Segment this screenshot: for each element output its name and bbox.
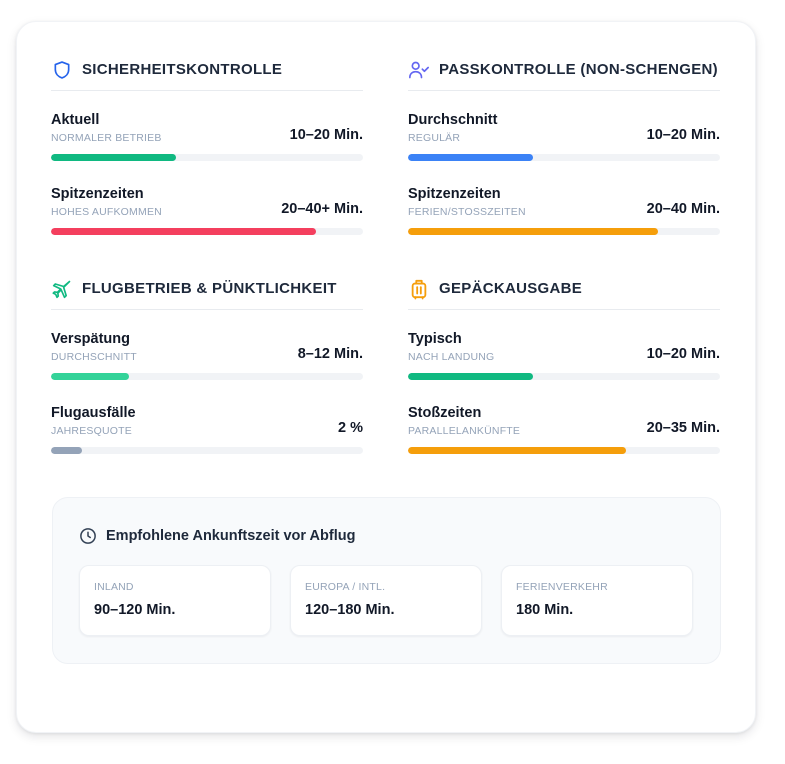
progress-track [408,373,720,380]
arrival-option-domestic: INLAND 90–120 Min. [79,565,271,636]
metric-value: 10–20 Min. [289,127,363,143]
arrival-option-value: 120–180 Min. [305,602,395,618]
section-title: SICHERHEITSKONTROLLE [82,61,283,78]
section-security: SICHERHEITSKONTROLLE Aktuell NORMALER BE… [51,51,363,236]
metric-value: 20–40+ Min. [281,201,363,217]
metric-label: Spitzenzeiten [408,186,501,202]
arrival-option-value: 90–120 Min. [94,602,176,618]
progress-track [51,447,363,454]
metric-row: Verspätung DURCHSCHNITT 8–12 Min. [51,331,363,381]
metric-label: Flugausfälle [51,405,136,421]
progress-fill [408,373,533,380]
metric-value: 10–20 Min. [646,127,720,143]
metric-label: Stoßzeiten [408,405,482,421]
section-header: SICHERHEITSKONTROLLE [51,51,363,91]
metric-label: Aktuell [51,112,100,128]
progress-fill [408,447,627,454]
progress-track [408,154,720,161]
metric-label: Verspätung [51,331,130,347]
recommended-arrival-header: Empfohlene Ankunftszeit vor Abflug [79,527,355,545]
recommended-arrival-panel: Empfohlene Ankunftszeit vor Abflug INLAN… [52,497,721,664]
metric-value: 20–35 Min. [646,420,720,436]
arrival-option-label: INLAND [94,581,134,593]
metric-sublabel: DURCHSCHNITT [51,351,137,363]
arrival-option-holiday: FERIENVERKEHR 180 Min. [501,565,693,636]
section-baggage: GEPÄCKAUSGABE Typisch NACH LANDUNG 10–20… [408,270,720,455]
metric-sublabel: NORMALER BETRIEB [51,132,162,144]
metric-row: Aktuell NORMALER BETRIEB 10–20 Min. [51,112,363,162]
recommended-arrival-title: Empfohlene Ankunftszeit vor Abflug [106,528,356,544]
progress-track [51,373,363,380]
luggage-icon [408,278,430,300]
metric-value: 20–40 Min. [646,201,720,217]
clock-icon [79,527,97,545]
arrival-option-label: FERIENVERKEHR [516,581,608,593]
shield-icon [51,59,73,81]
arrival-option-label: EUROPA / INTL. [305,581,386,593]
section-header: FLUGBETRIEB & PÜNKTLICHKEIT [51,270,363,310]
metric-value: 10–20 Min. [646,346,720,362]
metric-row: Spitzenzeiten FERIEN/STOSSZEITEN 20–40 M… [408,186,720,236]
progress-track [408,447,720,454]
section-title: FLUGBETRIEB & PÜNKTLICHKEIT [82,280,337,297]
section-passport: PASSKONTROLLE (NON-SCHENGEN) Durchschnit… [408,51,720,236]
metric-sublabel: PARALLELANKÜNFTE [408,425,521,437]
section-flight-operations: FLUGBETRIEB & PÜNKTLICHKEIT Verspätung D… [51,270,363,455]
progress-fill [51,228,317,235]
metric-sublabel: FERIEN/STOSSZEITEN [408,206,526,218]
metric-row: Stoßzeiten PARALLELANKÜNFTE 20–35 Min. [408,405,720,455]
section-title: PASSKONTROLLE (NON-SCHENGEN) [439,61,718,78]
metric-row: Durchschnitt REGULÄR 10–20 Min. [408,112,720,162]
section-title: GEPÄCKAUSGABE [439,280,583,297]
metric-value: 8–12 Min. [297,346,363,362]
section-header: GEPÄCKAUSGABE [408,270,720,310]
arrival-option-europe-intl: EUROPA / INTL. 120–180 Min. [290,565,482,636]
metric-label: Typisch [408,331,462,347]
progress-track [51,154,363,161]
progress-track [51,228,363,235]
progress-track [408,228,720,235]
progress-fill [51,154,176,161]
plane-icon [51,278,73,300]
metric-value: 2 % [338,420,363,436]
progress-fill [51,373,129,380]
arrival-option-value: 180 Min. [516,602,574,618]
metric-row: Flugausfälle JAHRESQUOTE 2 % [51,405,363,455]
metric-sublabel: REGULÄR [408,132,461,144]
user-check-icon [408,59,430,81]
progress-fill [408,154,533,161]
metric-sublabel: HOHES AUFKOMMEN [51,206,162,218]
progress-fill [51,447,83,454]
metric-sublabel: NACH LANDUNG [408,351,495,363]
airport-info-card: SICHERHEITSKONTROLLE Aktuell NORMALER BE… [16,21,756,733]
section-header: PASSKONTROLLE (NON-SCHENGEN) [408,51,720,91]
metric-sublabel: JAHRESQUOTE [51,425,132,437]
progress-fill [408,228,658,235]
metric-label: Durchschnitt [408,112,498,128]
metric-row: Typisch NACH LANDUNG 10–20 Min. [408,331,720,381]
metric-row: Spitzenzeiten HOHES AUFKOMMEN 20–40+ Min… [51,186,363,236]
metric-label: Spitzenzeiten [51,186,144,202]
